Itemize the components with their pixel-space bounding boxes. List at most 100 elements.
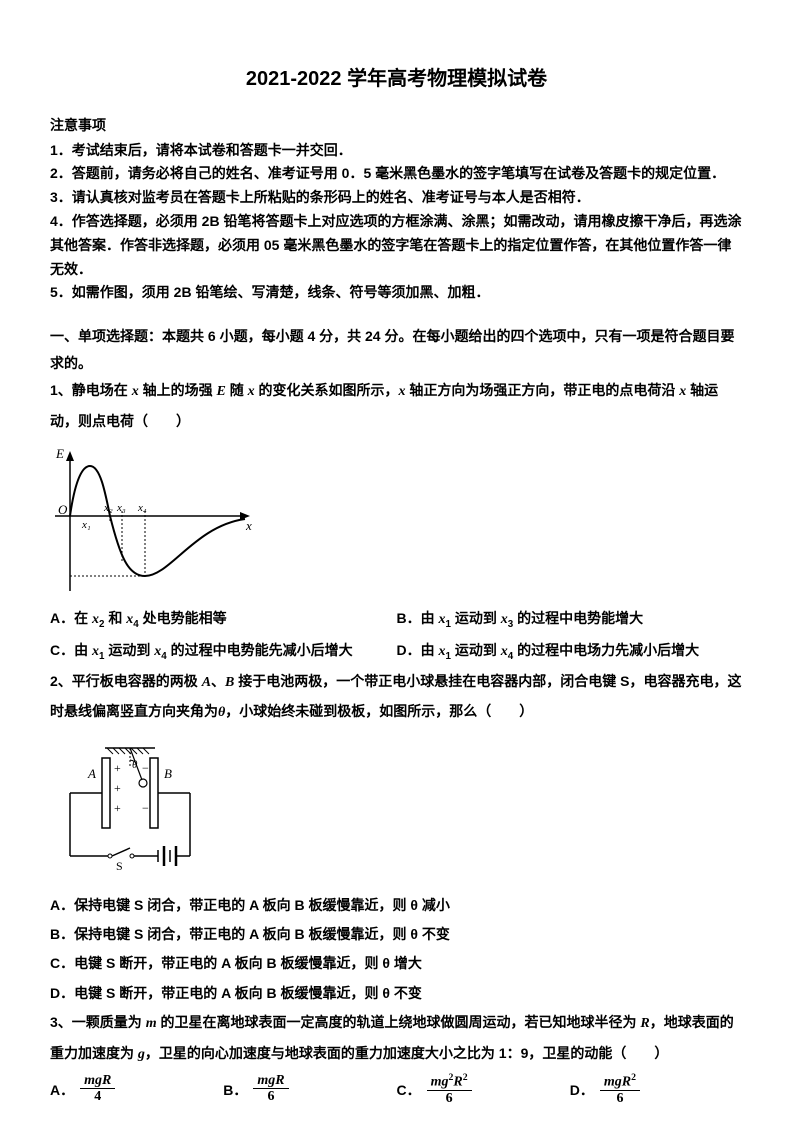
opt-text: 的过程中电场力先减小后增大 <box>513 642 699 658</box>
denominator: 6 <box>427 1091 472 1106</box>
q2-option-a: A．保持电键 S 闭合，带正电的 A 板向 B 板缓慢靠近，则 θ 减小 <box>50 891 743 920</box>
opt-label: C． <box>397 1082 421 1098</box>
opt-text: 运动到 <box>104 642 154 658</box>
axis-label-E: E <box>55 446 64 461</box>
tick-x4: x₄ <box>137 502 147 514</box>
opt-text: C．由 <box>50 642 92 658</box>
chart-E-vs-x: E O x x₁ x₂ x₃ x₄ <box>50 446 260 596</box>
section-heading: 一、单项选择题：本题共 6 小题，每小题 4 分，共 24 分。在每小题给出的四… <box>50 323 743 376</box>
q1-text: 1、静电场在 <box>50 382 132 398</box>
var-x: x <box>248 384 255 399</box>
label-A: A <box>87 766 96 781</box>
opt-label: D． <box>570 1082 594 1098</box>
q3-text: 的卫星在离地球表面一定高度的轨道上绕地球做圆周运动，若已知地球半径为 <box>157 1014 641 1030</box>
q3-option-c: C．mg2R26 <box>397 1075 570 1108</box>
q2-text: 、 <box>211 673 225 689</box>
tick-x3: x₃ <box>116 502 126 514</box>
q2-option-d: D．电键 S 断开，带正电的 A 板向 B 板缓慢靠近，则 θ 不变 <box>50 979 743 1008</box>
svg-text:+: + <box>114 801 121 815</box>
fraction: mgR6 <box>253 1073 288 1105</box>
var-E: E <box>216 384 225 399</box>
q1-option-a: A．在 x2 和 x4 处电势能相等 <box>50 604 397 635</box>
svg-text:−: − <box>142 761 149 775</box>
label-theta: θ <box>132 759 138 771</box>
notice-item: 4．作答选择题，必须用 2B 铅笔将答题卡上对应选项的方框涂满、涂黑；如需改动，… <box>50 210 743 281</box>
sup: 2 <box>631 1072 636 1083</box>
num-part: mgR <box>604 1075 631 1090</box>
axis-label-O: O <box>58 502 68 517</box>
notice-heading: 注意事项 <box>50 112 743 139</box>
q3-options: A．mgR4 B．mgR6 C．mg2R26 D．mgR26 <box>50 1075 743 1108</box>
var-m: m <box>146 1016 157 1031</box>
q3-option-b: B． mgR6 <box>223 1075 396 1108</box>
var: x <box>92 612 99 627</box>
q2-option-c: C．电键 S 断开，带正电的 A 板向 B 板缓慢靠近，则 θ 增大 <box>50 949 743 978</box>
opt-text: B．由 <box>397 610 439 626</box>
opt-label: B． <box>223 1082 247 1098</box>
var-A: A <box>202 675 211 690</box>
num-part: mg <box>431 1075 449 1090</box>
q1-option-d: D．由 x1 运动到 x4 的过程中电场力先减小后增大 <box>397 636 744 667</box>
q1-options-row2: C．由 x1 运动到 x4 的过程中电势能先减小后增大 D．由 x1 运动到 x… <box>50 636 743 667</box>
notice-item: 3．请认真核对监考员在答题卡上所粘贴的条形码上的姓名、准考证号与本人是否相符． <box>50 186 743 210</box>
opt-text: 的过程中电势能先减小后增大 <box>167 642 367 658</box>
label-S: S <box>116 859 123 873</box>
notice-item: 1．考试结束后，请将本试卷和答题卡一并交回． <box>50 139 743 163</box>
notice-item: 2．答题前，请务必将自己的姓名、准考证号用 0．5 毫米黑色墨水的签字笔填写在试… <box>50 162 743 186</box>
numerator: mgR2 <box>600 1073 640 1091</box>
num-part: R <box>453 1075 462 1090</box>
notice-item: 5．如需作图，须用 2B 铅笔绘、写清楚，线条、符号等须加黑、加粗． <box>50 281 743 305</box>
var-x: x <box>132 384 139 399</box>
denominator: 6 <box>600 1091 640 1106</box>
q1-options-row1: A．在 x2 和 x4 处电势能相等 B．由 x1 运动到 x3 的过程中电势能… <box>50 604 743 635</box>
numerator: mgR <box>80 1073 115 1089</box>
opt-text: D．由 <box>397 642 439 658</box>
fraction: mg2R26 <box>427 1073 472 1106</box>
var: x <box>501 644 508 659</box>
svg-text:+: + <box>114 781 121 795</box>
opt-text: 运动到 <box>451 642 501 658</box>
svg-text:+: + <box>114 761 121 775</box>
var-B: B <box>225 675 234 690</box>
circuit-diagram: θ + + + − − A B S <box>50 738 210 883</box>
tick-x2: x₂ <box>103 502 113 514</box>
q2-figure: θ + + + − − A B S <box>50 738 743 883</box>
q3-text: 3、一颗质量为 <box>50 1014 146 1030</box>
opt-text: 运动到 <box>451 610 501 626</box>
numerator: mgR <box>253 1073 288 1089</box>
q3-option-a: A． mgR4 <box>50 1075 223 1108</box>
opt-text: 和 <box>104 610 126 626</box>
fraction: mgR26 <box>600 1073 640 1106</box>
fraction: mgR4 <box>80 1073 115 1105</box>
q1-text: 轴上的场强 <box>139 382 217 398</box>
q1-text: 轴正方向为场强正方向，带正电的点电荷沿 <box>405 382 679 398</box>
svg-text:−: − <box>142 801 149 815</box>
axis-label-x: x <box>245 518 252 533</box>
var-g: g <box>138 1047 145 1062</box>
q2-option-b: B．保持电键 S 闭合，带正电的 A 板向 B 板缓慢靠近，则 θ 不变 <box>50 920 743 949</box>
page-title: 2021-2022 学年高考物理模拟试卷 <box>50 60 743 98</box>
opt-text: 的过程中电势能增大 <box>513 610 643 626</box>
q1-text: 的变化关系如图所示， <box>255 382 399 398</box>
question-2: 2、平行板电容器的两极 A、B 接于电池两极，一个带正电小球悬挂在电容器内部，闭… <box>50 667 743 728</box>
q2-text: ，小球始终未碰到极板，如图所示，那么（ ） <box>225 703 533 719</box>
q3-text: ，卫星的向心加速度与地球表面的重力加速度大小之比为 1：9，卫星的动能（ ） <box>145 1045 668 1061</box>
denominator: 4 <box>80 1089 115 1104</box>
label-B: B <box>164 766 172 781</box>
opt-text: 处电势能相等 <box>139 610 227 626</box>
q1-figure: E O x x₁ x₂ x₃ x₄ <box>50 446 743 596</box>
var: x <box>439 612 446 627</box>
q1-text: 随 <box>226 382 248 398</box>
q1-option-c: C．由 x1 运动到 x4 的过程中电势能先减小后增大 <box>50 636 397 667</box>
tick-x1: x₁ <box>81 519 91 531</box>
sup: 2 <box>463 1072 468 1083</box>
q1-option-b: B．由 x1 运动到 x3 的过程中电势能增大 <box>397 604 744 635</box>
var: x <box>92 644 99 659</box>
question-1: 1、静电场在 x 轴上的场强 E 随 x 的变化关系如图所示，x 轴正方向为场强… <box>50 376 743 436</box>
var-R: R <box>640 1016 649 1031</box>
numerator: mg2R2 <box>427 1073 472 1091</box>
opt-label: A． <box>50 1082 74 1098</box>
var: x <box>439 644 446 659</box>
q3-option-d: D．mgR26 <box>570 1075 743 1108</box>
q2-text: 2、平行板电容器的两极 <box>50 673 202 689</box>
